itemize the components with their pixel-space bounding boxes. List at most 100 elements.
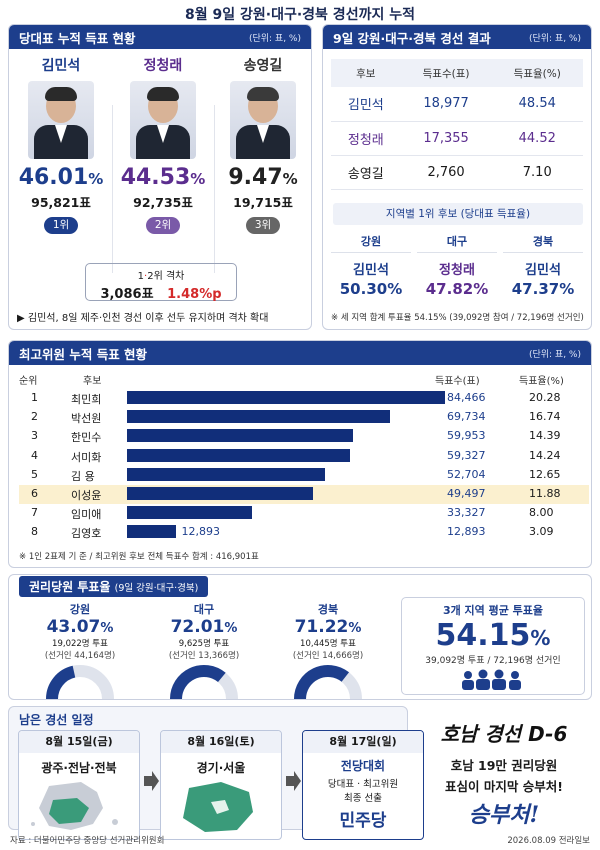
candidate-pct: 9.47% xyxy=(228,165,298,190)
candidate-name: 정청래 xyxy=(143,58,183,74)
candidate-1: 김민석 46.01% 95,821표 1위 xyxy=(11,55,111,234)
candidate-votes: 19,715표 xyxy=(233,195,293,210)
candidate-votes: 95,821표 xyxy=(31,195,91,210)
turnout-gauge-fill xyxy=(170,665,226,699)
council-pct: 16.74 xyxy=(529,410,561,424)
avg-turnout-title: 3개 지역 평균 투표율 xyxy=(442,604,544,617)
council-rank: 5 xyxy=(31,467,38,481)
council-bar xyxy=(127,429,353,443)
council-bar xyxy=(127,525,176,539)
result-panel-title: 9일 강원·대구·경북 경선 결과 xyxy=(333,30,491,46)
council-row: 4 서미화 59,327 14.24 xyxy=(19,447,589,466)
candidate-name: 김민석 xyxy=(41,58,81,74)
turnout-panel-title: 권리당원 투표율 (9일 강원·대구·경북) xyxy=(19,575,209,597)
turnout-region-votes: 19,022명 투표 xyxy=(52,639,108,649)
council-votes: 12,893 xyxy=(447,525,486,539)
council-rank: 1 xyxy=(31,391,38,404)
leader-panel-header: 당대표 누적 득표 현황 (단위: 표, %) xyxy=(9,25,311,49)
council-name: 한민수 xyxy=(71,431,102,445)
council-name: 김영호 xyxy=(71,527,102,541)
turnout-gauge xyxy=(294,665,362,699)
result-row: 김민석 18,977 48.54 xyxy=(331,87,583,122)
council-row: 5 김 용 52,704 12.65 xyxy=(19,466,589,485)
council-bar xyxy=(127,506,253,520)
council-rank: 4 xyxy=(31,448,38,462)
result-panel: 9일 강원·대구·경북 경선 결과 (단위: 표, %) 후보 득표수(표) 득표율… xyxy=(322,24,592,330)
turnout-region: 대구 72.01% 9,625명 투표 (선거인 13,366명) xyxy=(149,601,259,699)
council-bar xyxy=(127,467,326,481)
council-row: 3 한민수 59,953 14.39 xyxy=(19,427,589,446)
avg-turnout-box: 3개 지역 평균 투표율 54.15% 39,092명 투표 / 72,196명… xyxy=(401,597,585,695)
turnout-region-pct: 72.01% xyxy=(170,617,238,637)
turnout-region: 경북 71.22% 10,445명 투표 (선거인 14,666명) xyxy=(273,601,383,699)
candidate-pct: 46.01% xyxy=(18,165,104,190)
candidate-name: 송영길 xyxy=(243,58,283,74)
gap-box: 1·2위 격차 3,086표 1.48%p xyxy=(85,263,237,302)
council-panel-title: 최고위원 누적 득표 현황 xyxy=(19,346,148,362)
leader-panel-title: 당대표 누적 득표 현황 xyxy=(19,30,136,46)
result-row: 정청래 17,355 44.52 xyxy=(331,121,583,156)
council-rank: 3 xyxy=(31,429,38,443)
leader-note: ▶ 김민석, 8일 제주·인천 경선 이후 선두 유지하며 격차 확대 xyxy=(17,313,269,324)
council-pct: 20.28 xyxy=(529,391,561,404)
dday-box: 호남 경선 D-6 호남 19만 권리당원 표심이 마지막 승부처! 승부처! xyxy=(414,712,594,830)
turnout-region-voters: (선거인 44,164명) xyxy=(44,651,116,661)
schedule-place: 경기·서울 xyxy=(196,761,246,775)
council-votes: 52,704 xyxy=(447,467,486,481)
leader-panel: 당대표 누적 득표 현황 (단위: 표, %) 김민석 46.01% 95,82… xyxy=(8,24,312,330)
dday-line1: 호남 19만 권리당원 xyxy=(450,758,558,773)
turnout-note: ※ 세 지역 합계 투표율 54.15% (39,092명 참여 / 72,19… xyxy=(331,313,584,323)
council-rank: 6 xyxy=(31,487,38,500)
council-votes: 59,953 xyxy=(447,429,486,443)
council-pct: 11.88 xyxy=(529,487,561,500)
turnout-panel-header: 권리당원 투표율 (9일 강원·대구·경북) xyxy=(9,575,591,597)
council-votes: 33,327 xyxy=(447,506,486,520)
schedule-card-1: 8월 15일(금) 광주·전남·전북 xyxy=(18,730,140,840)
region-winner: 경북 김민석 47.37% xyxy=(503,233,583,298)
council-bar xyxy=(127,391,445,404)
turnout-region-pct: 43.07% xyxy=(46,617,114,637)
turnout-gauge xyxy=(170,665,238,699)
council-votes: 84,466 xyxy=(447,391,486,404)
region-winner: 강원 김민석 50.30% xyxy=(331,233,411,298)
result-table: 후보 득표수(표) 득표율(%) 김민석 18,977 48.54 정청래 17,355 4… xyxy=(331,59,583,190)
council-pct: 14.24 xyxy=(529,448,561,462)
candidate-votes: 92,735표 xyxy=(133,195,193,210)
schedule-place: 광주·전남·전북 xyxy=(41,761,117,775)
result-panel-header: 9일 강원·대구·경북 경선 결과 (단위: 표, %) xyxy=(323,25,591,49)
schedule-place: 전당대회 xyxy=(340,759,386,773)
rank-badge: 3위 xyxy=(246,217,280,234)
honam-map-icon xyxy=(31,782,118,830)
candidate-3: 송영길 9.47% 19,715표 3위 xyxy=(213,55,311,234)
council-name: 이성윤 xyxy=(71,489,102,502)
council-note: ※ 1인 2표제 기 준 / 최고위원 후보 전체 득표수 합계 : 416,9… xyxy=(19,552,259,562)
turnout-gauge xyxy=(46,665,114,699)
council-panel: 최고위원 누적 득표 현황 (단위: 표, %) 순위 후보 득표수(표) 득표… xyxy=(8,340,592,568)
council-rank: 7 xyxy=(31,506,38,520)
turnout-region-pct: 71.22% xyxy=(294,617,362,637)
gyeonggi-map-icon xyxy=(183,782,253,832)
candidate-pct: 44.53% xyxy=(120,165,206,190)
region-winner-title: 지역별 1위 후보 (당대표 득표율) xyxy=(333,203,583,225)
candidate-photo xyxy=(28,81,94,159)
schedule-date: 8월 17일(일) xyxy=(303,731,423,753)
footer-date: 2026.08.09 전라일보 xyxy=(507,836,590,846)
dday-slogan: 승부처! xyxy=(468,802,540,828)
turnout-region-votes: 9,625명 투표 xyxy=(178,639,230,649)
arrow-icon xyxy=(144,771,159,791)
avg-turnout-pct: 54.15% xyxy=(435,618,551,653)
region-winner: 대구 정청래 47.82% xyxy=(417,233,497,298)
council-row: 7 임미애 33,327 8.00 xyxy=(19,504,589,523)
council-row: 1 최민희 84,466 20.28 xyxy=(19,389,589,408)
council-rank: 8 xyxy=(31,525,38,539)
council-votes: 69,734 xyxy=(447,410,486,424)
page-title: 8월 9일 강원·대구·경북 경선까지 누적 xyxy=(185,7,415,23)
leader-panel-unit: (단위: 표, %) xyxy=(248,33,301,44)
schedule-title: 남은 경선 일정 xyxy=(19,713,94,727)
turnout-region-name: 대구 xyxy=(193,603,215,616)
council-rank: 2 xyxy=(31,410,38,424)
result-panel-unit: (단위: 표, %) xyxy=(528,33,581,44)
turnout-gauge-fill xyxy=(46,665,76,699)
council-bar xyxy=(127,448,351,462)
turnout-gauge-fill xyxy=(294,665,350,699)
